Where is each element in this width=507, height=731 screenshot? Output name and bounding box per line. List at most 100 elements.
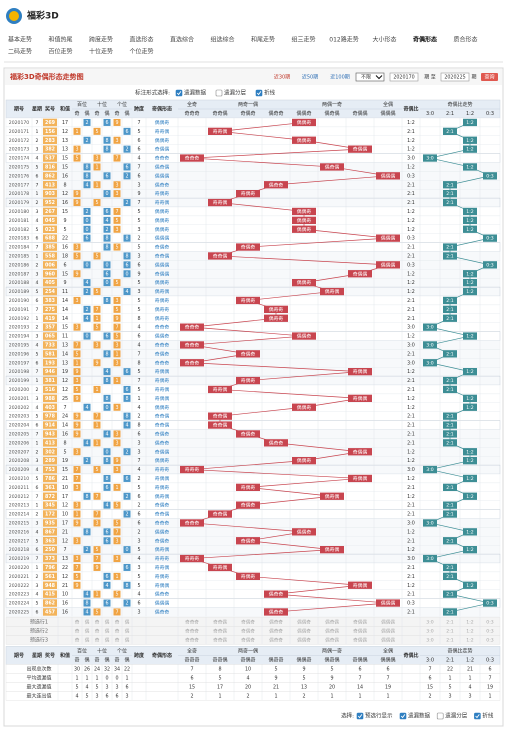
preselect-option[interactable]: 奇 xyxy=(115,627,120,634)
preselect-option[interactable]: 1:2 xyxy=(466,637,473,643)
preselect-option[interactable]: 2:1 xyxy=(446,619,453,625)
from-value[interactable]: 2020170 xyxy=(393,75,414,81)
preselect-option[interactable]: 偶偶偶 xyxy=(381,627,395,634)
preselect-option[interactable]: 偶 xyxy=(105,627,110,634)
preselect-option[interactable]: 3:0 xyxy=(426,637,433,643)
preselect-option[interactable]: 偶奇偶 xyxy=(325,636,339,643)
preselect-option[interactable]: 奇 xyxy=(115,618,120,625)
nav-tab[interactable]: 012路走势 xyxy=(329,36,358,44)
preselect-option[interactable]: 偶 xyxy=(105,618,110,625)
nav-tab[interactable]: 基本走势 xyxy=(8,36,32,44)
nav-tab[interactable]: 个位走势 xyxy=(129,48,153,56)
query-button-text[interactable]: 查询 xyxy=(484,74,494,81)
preselect-option[interactable]: 1:2 xyxy=(466,628,473,634)
sum-cell: 16 xyxy=(62,431,68,437)
digit-box xyxy=(103,332,111,340)
nav-tab[interactable]: 和尾走势 xyxy=(251,36,275,44)
preselect-option[interactable]: 偶偶偶 xyxy=(381,618,395,625)
preselect-option[interactable]: 偶 xyxy=(85,636,90,643)
preselect-option[interactable]: 偶偶奇 xyxy=(297,618,311,625)
preselect-option[interactable]: 偶 xyxy=(85,627,90,634)
nav-tab[interactable]: 二码走势 xyxy=(8,48,32,56)
from-input[interactable] xyxy=(389,72,419,82)
nav-tab[interactable]: 组选综合 xyxy=(210,36,234,44)
preselect-option[interactable]: 偶 xyxy=(125,618,130,625)
nav-tab[interactable]: 质合形态 xyxy=(453,36,477,44)
nav-tab[interactable]: 直选形态 xyxy=(129,36,153,44)
option-checkbox[interactable] xyxy=(175,89,183,97)
option-checkbox[interactable] xyxy=(215,89,223,97)
period-select[interactable] xyxy=(355,72,385,82)
preselect-option[interactable]: 奇偶偶 xyxy=(353,627,367,634)
nav-tab[interactable]: 奇偶形态 xyxy=(413,36,437,44)
preselect-option[interactable]: 奇奇偶 xyxy=(213,627,227,634)
preselect-option[interactable]: 3:0 xyxy=(426,619,433,625)
preselect-option[interactable]: 偶 xyxy=(125,627,130,634)
footer-checkbox[interactable] xyxy=(399,712,407,720)
span-cell: 3 xyxy=(137,565,140,571)
option-label[interactable]: 折线 xyxy=(264,89,276,97)
footer-option[interactable]: 折线 xyxy=(482,712,494,720)
nav-tab[interactable]: 跨度走势 xyxy=(89,36,113,44)
preselect-option[interactable]: 0:3 xyxy=(486,619,493,625)
preselect-option[interactable]: 偶奇偶 xyxy=(325,618,339,625)
preselect-option[interactable]: 奇 xyxy=(95,627,100,634)
preselect-option[interactable]: 2:1 xyxy=(446,637,453,643)
footer-checkbox[interactable] xyxy=(474,712,481,720)
nav-tab[interactable]: 百位走势 xyxy=(48,48,72,56)
preselect-option[interactable]: 奇 xyxy=(95,636,100,643)
preselect-option[interactable]: 偶奇奇 xyxy=(269,636,283,643)
footer-option[interactable]: 预选行显示 xyxy=(365,712,393,720)
preselect-option[interactable]: 奇 xyxy=(75,627,80,634)
preselect-option[interactable]: 3:0 xyxy=(426,628,433,634)
recent-link[interactable]: 近30期 xyxy=(274,74,290,81)
preselect-option[interactable]: 偶 xyxy=(125,636,130,643)
option-label[interactable]: 遗漏数据 xyxy=(184,89,207,97)
query-button[interactable] xyxy=(481,73,498,81)
preselect-option[interactable]: 奇 xyxy=(115,636,120,643)
preselect-option[interactable]: 奇奇奇 xyxy=(185,618,199,625)
preselect-option[interactable]: 1:2 xyxy=(466,619,473,625)
to-value[interactable]: 2020225 xyxy=(444,75,465,81)
preselect-option[interactable]: 0:3 xyxy=(486,637,493,643)
footer-checkbox[interactable] xyxy=(356,712,364,720)
preselect-option[interactable]: 奇奇偶 xyxy=(213,618,227,625)
preselect-option[interactable]: 偶偶奇 xyxy=(297,636,311,643)
recent-link[interactable]: 近100期 xyxy=(330,74,350,81)
nav-tab[interactable]: 组三走势 xyxy=(291,36,315,44)
preselect-option[interactable]: 奇偶奇 xyxy=(241,627,255,634)
preselect-option[interactable]: 偶奇奇 xyxy=(269,627,283,634)
preselect-option[interactable]: 奇偶偶 xyxy=(353,636,367,643)
footer-option[interactable]: 遗漏数据 xyxy=(408,712,431,720)
footer-option[interactable]: 遗漏分层 xyxy=(445,712,468,720)
preselect-option[interactable]: 奇偶偶 xyxy=(353,618,367,625)
preselect-option[interactable]: 奇 xyxy=(95,618,100,625)
nav-tab[interactable]: 大小形态 xyxy=(372,36,396,44)
ratio-cell: 1:2 xyxy=(407,494,415,500)
preselect-option[interactable]: 偶 xyxy=(85,618,90,625)
preselect-option[interactable]: 奇奇奇 xyxy=(185,636,199,643)
nav-tab[interactable]: 直选综合 xyxy=(170,36,194,44)
preselect-option[interactable]: 偶奇偶 xyxy=(325,627,339,634)
nav-tab[interactable]: 和值热尾 xyxy=(48,36,72,44)
preselect-option[interactable]: 2:1 xyxy=(446,628,453,634)
preselect-option[interactable]: 奇 xyxy=(75,618,80,625)
period-select-text[interactable]: 不限 xyxy=(361,74,371,81)
ratio-hit xyxy=(443,350,457,358)
option-label[interactable]: 遗漏分层 xyxy=(224,89,247,97)
option-checkbox[interactable] xyxy=(255,89,263,97)
preselect-option[interactable]: 奇奇偶 xyxy=(213,636,227,643)
preselect-option[interactable]: 偶偶偶 xyxy=(381,636,395,643)
preselect-option[interactable]: 偶 xyxy=(105,636,110,643)
footer-checkbox[interactable] xyxy=(436,712,444,720)
nav-tab[interactable]: 十位走势 xyxy=(89,48,113,56)
preselect-option[interactable]: 偶偶奇 xyxy=(297,627,311,634)
preselect-option[interactable]: 奇奇奇 xyxy=(185,627,199,634)
preselect-option[interactable]: 奇偶奇 xyxy=(241,618,255,625)
recent-link[interactable]: 近50期 xyxy=(302,74,318,81)
to-input[interactable] xyxy=(440,72,470,82)
preselect-option[interactable]: 偶奇奇 xyxy=(269,618,283,625)
preselect-option[interactable]: 奇偶奇 xyxy=(241,636,255,643)
preselect-option[interactable]: 奇 xyxy=(75,636,80,643)
preselect-option[interactable]: 0:3 xyxy=(486,628,493,634)
